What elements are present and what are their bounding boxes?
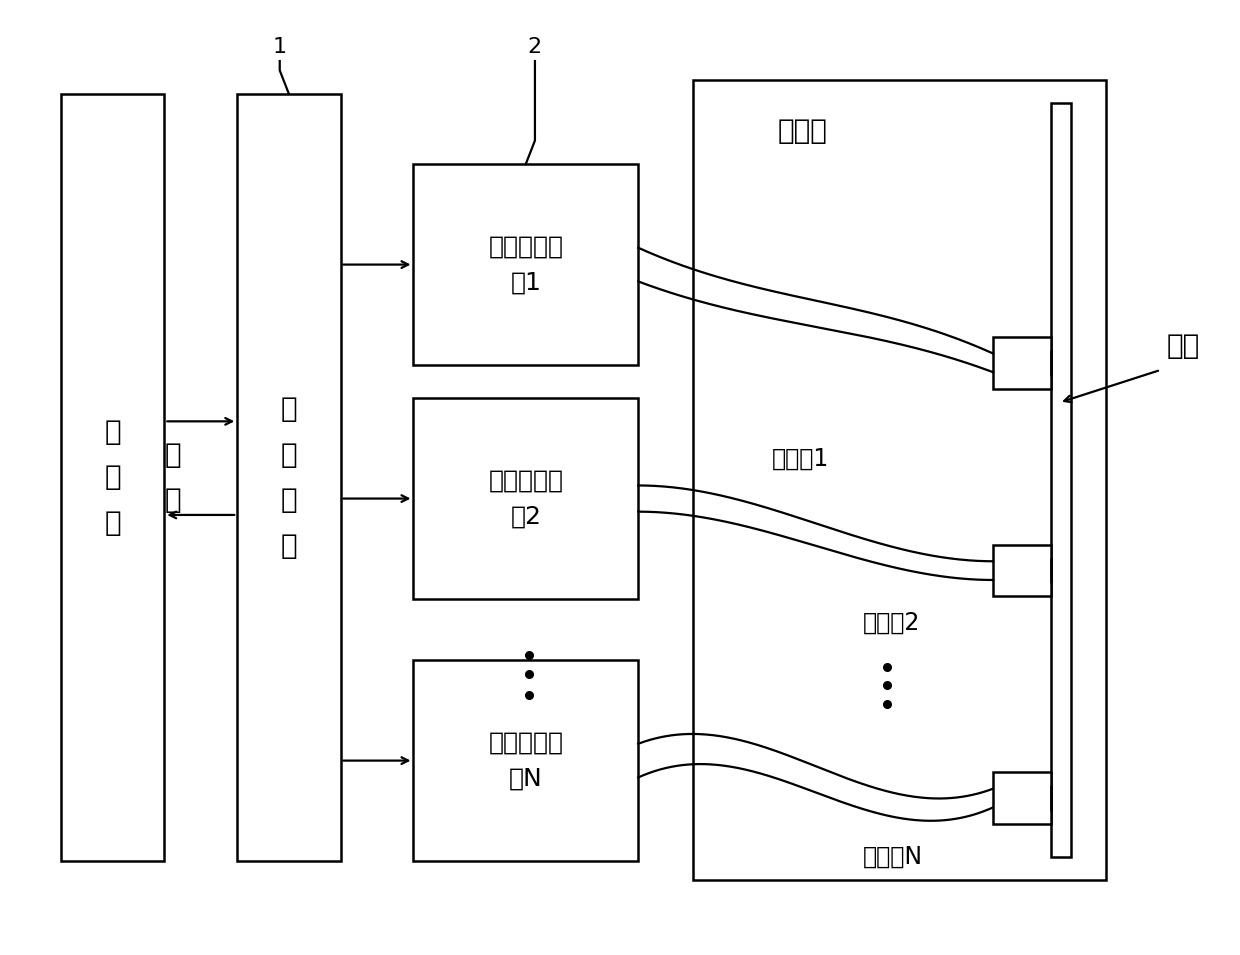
Bar bbox=[237, 94, 341, 861]
Text: 上
位
机: 上 位 机 bbox=[104, 418, 122, 537]
Bar bbox=[993, 545, 1052, 596]
Bar bbox=[693, 79, 1106, 880]
Bar bbox=[993, 337, 1052, 389]
Text: 电荷驱动模
块1: 电荷驱动模 块1 bbox=[489, 235, 563, 294]
Bar bbox=[1052, 103, 1071, 857]
Text: 电荷驱动模
块N: 电荷驱动模 块N bbox=[489, 731, 563, 791]
Bar bbox=[413, 398, 639, 599]
Text: 致动器2: 致动器2 bbox=[863, 610, 920, 634]
Bar bbox=[993, 773, 1052, 824]
Text: 镜面: 镜面 bbox=[1167, 332, 1200, 360]
Bar bbox=[413, 164, 639, 365]
Text: 通
信: 通 信 bbox=[165, 440, 182, 515]
Text: 致动器N: 致动器N bbox=[863, 844, 923, 868]
Bar bbox=[413, 660, 639, 861]
Bar bbox=[61, 94, 164, 861]
Text: 微
控
制
器: 微 控 制 器 bbox=[280, 395, 298, 560]
Text: 2: 2 bbox=[528, 37, 542, 57]
Text: 1: 1 bbox=[273, 37, 286, 57]
Text: 变形镜: 变形镜 bbox=[777, 117, 828, 145]
Text: 致动器1: 致动器1 bbox=[771, 447, 830, 471]
Text: 电荷驱动模
块2: 电荷驱动模 块2 bbox=[489, 469, 563, 528]
